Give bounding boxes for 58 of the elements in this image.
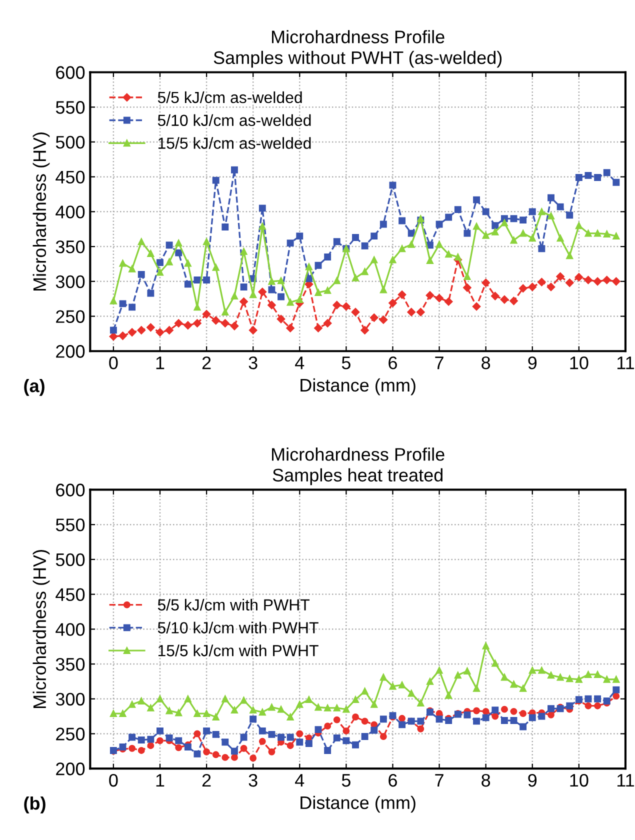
x-tick-label: 10 (570, 356, 588, 370)
x-tick-label: 6 (388, 774, 397, 787)
x-tick-label: 7 (435, 774, 444, 787)
legend-label: 5/10 kJ/cm as-welded (158, 114, 311, 126)
chart-subtitle: Samples without PWHT (as-welded) (214, 50, 502, 68)
x-tick-label: 9 (528, 356, 537, 370)
x-tick-label: 10 (570, 774, 588, 787)
y-tick-label: 200 (56, 345, 85, 358)
y-tick-label: 450 (56, 588, 85, 602)
x-tick-label: 9 (528, 774, 537, 787)
x-tick-label: 5 (342, 774, 350, 787)
y-tick-label: 550 (56, 518, 85, 532)
legend-label: 15/5 kJ/cm with PWHT (158, 644, 318, 656)
y-tick-label: 450 (56, 170, 85, 184)
y-tick-label: 600 (56, 66, 85, 79)
x-tick-label: 8 (482, 356, 490, 370)
y-axis-title: Microhardness (HV) (32, 132, 50, 290)
y-tick-label: 400 (56, 206, 85, 218)
y-tick-label: 300 (56, 275, 85, 288)
x-tick-label: 4 (295, 356, 304, 370)
y-tick-label: 200 (56, 762, 85, 776)
y-tick-label: 500 (56, 136, 85, 149)
x-tick-label: 3 (248, 356, 258, 370)
legend-label: 5/5 kJ/cm with PWHT (158, 598, 310, 611)
y-tick-label: 300 (56, 692, 85, 706)
x-tick-label: 1 (156, 774, 164, 787)
x-tick-label: 0 (109, 774, 118, 787)
x-axis-title: Distance (mm) (300, 796, 416, 813)
x-tick-label: 2 (202, 356, 211, 370)
x-tick-label: 2 (202, 774, 211, 787)
y-tick-label: 500 (56, 553, 85, 566)
legend-label: 15/5 kJ/cm as-welded (158, 137, 311, 149)
chart-title: Microhardness Profile (272, 30, 444, 44)
x-tick-label: 7 (435, 356, 444, 370)
x-tick-label: 6 (388, 356, 397, 370)
legend-label: 5/10 kJ/cm with PWHT (158, 622, 318, 634)
legend-label: 5/5 kJ/cm as-welded (158, 91, 302, 104)
text: (b) (24, 796, 46, 814)
chart-title: Microhardness Profile (272, 448, 444, 461)
y-tick-label: 550 (56, 101, 85, 114)
y-axis-title: Microhardness (HV) (32, 550, 50, 708)
x-tick-label: 3 (248, 774, 258, 787)
y-tick-label: 400 (56, 623, 85, 636)
x-tick-label: 5 (342, 356, 350, 370)
y-tick-label: 350 (56, 658, 85, 671)
x-tick-label: 11 (617, 774, 634, 787)
y-tick-label: 250 (56, 310, 85, 323)
y-tick-label: 600 (56, 484, 85, 496)
y-tick-label: 250 (56, 728, 85, 740)
x-tick-label: 8 (482, 774, 490, 787)
x-tick-label: 1 (156, 356, 164, 370)
text: (a) (24, 379, 44, 396)
chart-subtitle: Samples heat treated (272, 468, 442, 486)
x-tick-label: 11 (617, 356, 634, 370)
y-tick-label: 350 (56, 240, 85, 254)
x-tick-label: 4 (295, 774, 304, 787)
x-axis-title: Distance (mm) (300, 378, 416, 396)
x-tick-label: 0 (109, 356, 118, 370)
